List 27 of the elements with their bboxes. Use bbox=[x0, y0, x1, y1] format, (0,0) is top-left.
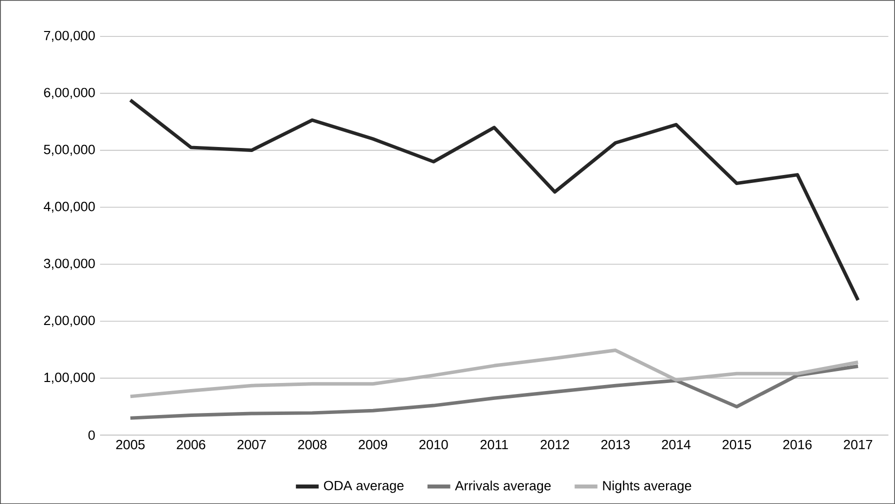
legend-label: Arrivals average bbox=[454, 480, 551, 493]
y-tick-label: 3,00,000 bbox=[44, 258, 95, 270]
line-series bbox=[128, 98, 860, 302]
x-tick-label: 2013 bbox=[601, 440, 630, 450]
y-tick-label: 0 bbox=[88, 430, 95, 440]
legend-label: Nights average bbox=[603, 480, 692, 493]
y-tick-label: 1,00,000 bbox=[44, 372, 95, 384]
x-tick-label: 2008 bbox=[298, 440, 327, 450]
x-tick-label: 2017 bbox=[844, 440, 872, 450]
y-tick-label: 2,00,000 bbox=[44, 316, 95, 327]
y-tick-label: 4,00,000 bbox=[44, 202, 95, 213]
x-tick-label: 2014 bbox=[662, 440, 691, 450]
x-tick-label: 2009 bbox=[358, 440, 388, 450]
y-tick-label: 5,00,000 bbox=[44, 144, 95, 156]
legend-label: ODA average bbox=[324, 480, 404, 493]
x-tick-label: 2011 bbox=[480, 440, 508, 450]
x-tick-label: 2010 bbox=[419, 440, 448, 450]
x-tick-label: 2007 bbox=[237, 440, 266, 450]
y-tick-label: 6,00,000 bbox=[44, 88, 95, 99]
x-tick-label: 2006 bbox=[176, 440, 206, 450]
line-series bbox=[128, 348, 860, 398]
x-tick-label: 2015 bbox=[722, 440, 752, 450]
x-tick-label: 2012 bbox=[540, 440, 569, 450]
y-tick-label: 7,00,000 bbox=[44, 30, 95, 42]
line-series bbox=[128, 364, 860, 420]
x-tick-label: 2016 bbox=[783, 440, 812, 450]
x-tick-label: 2005 bbox=[116, 440, 145, 450]
